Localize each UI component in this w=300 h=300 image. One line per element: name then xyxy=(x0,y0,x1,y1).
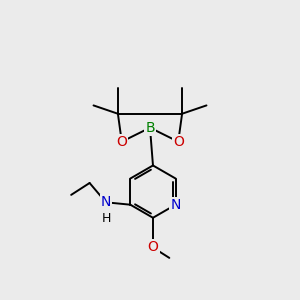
Text: N: N xyxy=(101,195,111,209)
Text: O: O xyxy=(116,135,127,149)
Text: O: O xyxy=(173,135,184,149)
Text: N: N xyxy=(170,198,181,212)
Text: O: O xyxy=(148,241,158,254)
Text: H: H xyxy=(101,212,111,225)
Text: B: B xyxy=(145,121,155,135)
